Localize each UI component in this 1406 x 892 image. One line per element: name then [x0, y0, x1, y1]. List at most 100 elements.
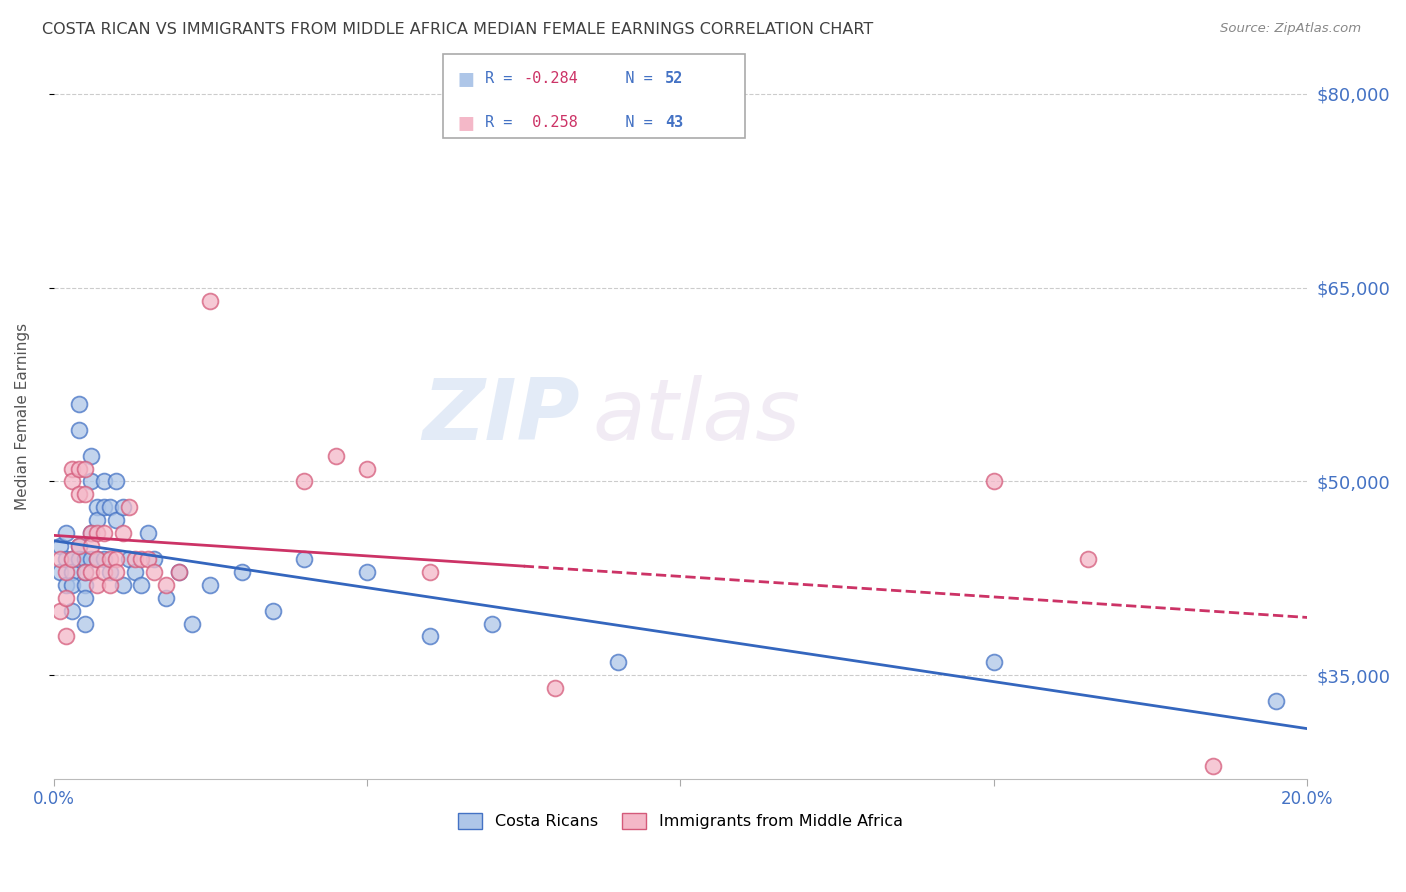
- Point: [86, 552, 108, 566]
- Point: [155, 591, 177, 605]
- Point: [62, 552, 84, 566]
- Point: [86, 552, 108, 566]
- Point: [419, 630, 441, 644]
- Point: [55, 526, 77, 541]
- Text: -0.284: -0.284: [523, 71, 578, 86]
- Text: 0.258: 0.258: [523, 115, 578, 129]
- Point: [73, 578, 96, 592]
- Text: R =: R =: [485, 115, 522, 129]
- Point: [67, 487, 90, 501]
- Point: [98, 578, 121, 592]
- Point: [231, 565, 253, 579]
- Point: [86, 578, 108, 592]
- Point: [86, 513, 108, 527]
- Point: [98, 552, 121, 566]
- Point: [80, 552, 103, 566]
- Text: COSTA RICAN VS IMMIGRANTS FROM MIDDLE AFRICA MEDIAN FEMALE EARNINGS CORRELATION : COSTA RICAN VS IMMIGRANTS FROM MIDDLE AF…: [42, 22, 873, 37]
- Point: [262, 604, 284, 618]
- Point: [200, 578, 222, 592]
- Point: [105, 475, 128, 489]
- Point: [67, 552, 90, 566]
- Point: [1264, 694, 1286, 708]
- Point: [356, 461, 378, 475]
- Point: [292, 552, 315, 566]
- Point: [49, 552, 72, 566]
- Text: Source: ZipAtlas.com: Source: ZipAtlas.com: [1220, 22, 1361, 36]
- Point: [86, 526, 108, 541]
- Point: [62, 552, 84, 566]
- Point: [62, 461, 84, 475]
- Point: [67, 423, 90, 437]
- Point: [49, 604, 72, 618]
- Point: [67, 397, 90, 411]
- Text: N =: N =: [598, 115, 661, 129]
- Point: [80, 449, 103, 463]
- Point: [93, 500, 115, 515]
- Point: [73, 565, 96, 579]
- Point: [124, 565, 146, 579]
- Point: [67, 461, 90, 475]
- Point: [55, 630, 77, 644]
- Point: [49, 565, 72, 579]
- Point: [155, 578, 177, 592]
- Point: [67, 539, 90, 553]
- Point: [80, 526, 103, 541]
- Point: [142, 552, 165, 566]
- Point: [80, 475, 103, 489]
- Point: [325, 449, 347, 463]
- Point: [80, 526, 103, 541]
- Point: [131, 578, 153, 592]
- Point: [105, 552, 128, 566]
- Point: [118, 552, 141, 566]
- Point: [111, 526, 134, 541]
- Point: [80, 539, 103, 553]
- Point: [136, 526, 159, 541]
- Point: [73, 616, 96, 631]
- Point: [67, 539, 90, 553]
- Point: [98, 500, 121, 515]
- Point: [49, 539, 72, 553]
- Point: [80, 565, 103, 579]
- Point: [55, 578, 77, 592]
- Legend: Costa Ricans, Immigrants from Middle Africa: Costa Ricans, Immigrants from Middle Afr…: [451, 806, 910, 836]
- Point: [292, 475, 315, 489]
- Point: [131, 552, 153, 566]
- Point: [73, 552, 96, 566]
- Point: [62, 565, 84, 579]
- Point: [55, 591, 77, 605]
- Text: atlas: atlas: [593, 376, 800, 458]
- Point: [93, 526, 115, 541]
- Point: [93, 552, 115, 566]
- Point: [86, 500, 108, 515]
- Point: [167, 565, 190, 579]
- Point: [136, 552, 159, 566]
- Point: [606, 655, 628, 669]
- Point: [111, 500, 134, 515]
- Text: 52: 52: [665, 71, 683, 86]
- Point: [356, 565, 378, 579]
- Point: [105, 565, 128, 579]
- Point: [983, 475, 1005, 489]
- Point: [73, 591, 96, 605]
- Point: [111, 578, 134, 592]
- Text: N =: N =: [598, 71, 661, 86]
- Y-axis label: Median Female Earnings: Median Female Earnings: [15, 323, 30, 510]
- Point: [62, 578, 84, 592]
- Point: [62, 475, 84, 489]
- Point: [1077, 552, 1099, 566]
- Point: [124, 552, 146, 566]
- Point: [180, 616, 202, 631]
- Point: [93, 565, 115, 579]
- Point: [73, 461, 96, 475]
- Text: ▪: ▪: [457, 64, 475, 93]
- Point: [983, 655, 1005, 669]
- Point: [55, 552, 77, 566]
- Text: 43: 43: [665, 115, 683, 129]
- Point: [1202, 758, 1225, 772]
- Point: [55, 565, 77, 579]
- Point: [93, 475, 115, 489]
- Point: [544, 681, 567, 695]
- Text: ZIP: ZIP: [423, 376, 581, 458]
- Point: [142, 565, 165, 579]
- Point: [118, 500, 141, 515]
